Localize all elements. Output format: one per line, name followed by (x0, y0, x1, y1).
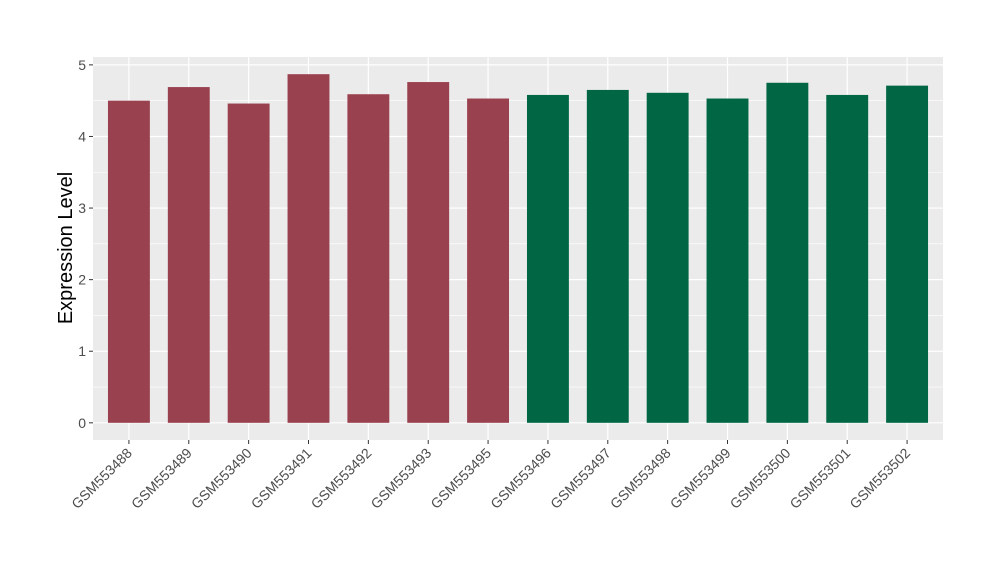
bar-GSM553495 (467, 98, 510, 423)
bar-GSM553490 (227, 103, 270, 423)
bar-GSM553500 (766, 82, 809, 423)
bar-GSM553502 (886, 85, 929, 423)
x-tick-label: GSM553493 (367, 445, 434, 512)
x-tick-label: GSM553492 (308, 445, 375, 512)
x-tick-label: GSM553498 (607, 445, 674, 512)
y-tick-label: 3 (78, 200, 86, 216)
bar-GSM553501 (826, 94, 869, 423)
x-tick-label: GSM553495 (427, 445, 494, 512)
x-tick-label: GSM553501 (786, 445, 853, 512)
x-tick-label: GSM553489 (128, 445, 195, 512)
bar-GSM553499 (706, 98, 749, 423)
y-axis-label: Expression Level (55, 172, 77, 324)
bars (107, 74, 929, 423)
y-tick-label: 2 (78, 272, 86, 288)
x-tick-label: GSM553497 (547, 445, 614, 512)
x-tick-label: GSM553500 (727, 445, 794, 512)
x-tick-label: GSM553491 (248, 445, 315, 512)
x-axis: GSM553488GSM553489GSM553490GSM553491GSM5… (68, 440, 913, 512)
x-tick-label: GSM553499 (667, 445, 734, 512)
y-axis: 0 1 2 3 4 5 (78, 57, 93, 431)
y-tick-label: 5 (78, 57, 86, 73)
y-tick-label: 0 (78, 415, 86, 431)
x-tick-label: GSM553488 (68, 445, 135, 512)
x-tick-label: GSM553490 (188, 445, 255, 512)
bar-GSM553498 (646, 92, 689, 423)
bar-GSM553497 (586, 89, 629, 423)
x-tick-label: GSM553502 (846, 445, 913, 512)
bar-GSM553493 (407, 82, 450, 423)
bar-GSM553496 (526, 94, 569, 423)
plot-panel (93, 57, 943, 440)
y-tick-label: 1 (78, 343, 86, 359)
bar-GSM553491 (287, 74, 330, 423)
bar-GSM553488 (107, 100, 150, 423)
bar-GSM553489 (167, 87, 210, 423)
y-tick-label: 4 (78, 128, 86, 144)
bar-GSM553492 (347, 94, 390, 423)
x-tick-label: GSM553496 (487, 445, 554, 512)
